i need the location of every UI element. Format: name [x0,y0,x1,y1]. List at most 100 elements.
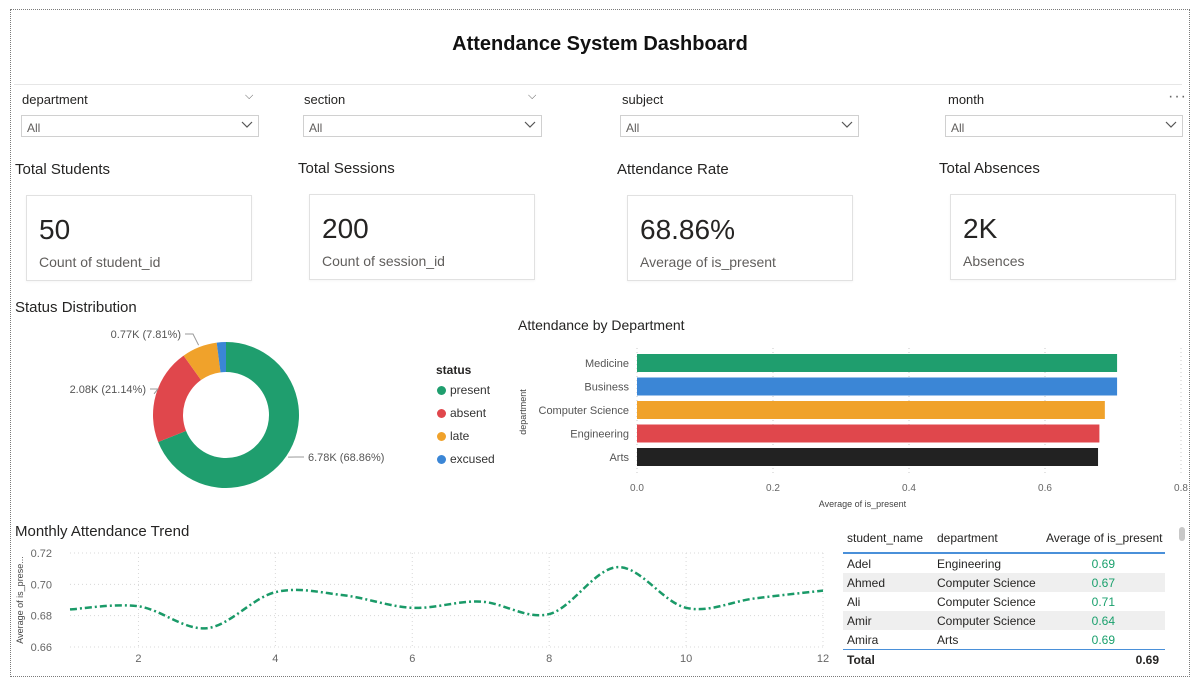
trend-series-line [69,565,824,630]
cell-average: 0.71 [1091,594,1115,609]
legend-item-late[interactable]: late [437,429,469,443]
filter-month-value: All [951,121,965,135]
department-bar-chart: 0.0 0.2 0.4 0.6 0.8 Medicine Business Computer … [518,348,1188,509]
bar-engineering [637,424,1100,443]
x-tick-label: 0.8 [1174,483,1188,494]
kpi-total-sessions-card[interactable]: 200 Count of session_id [309,194,535,280]
filter-section-label: section [304,92,346,107]
filter-subject-dropdown[interactable]: All [620,115,859,137]
y-tick-label: Medicine [585,358,629,370]
filter-section-collapse-icon[interactable]: ⌵ [528,90,537,102]
filter-department-collapse-icon[interactable]: ⌵ [245,90,254,102]
table-header-average-is-present[interactable]: Average of is_present [1042,524,1165,554]
cell-average: 0.69 [1091,556,1115,571]
kpi-total-absences-title: Total Absences [939,160,1040,177]
table-header-department[interactable]: department [933,524,1042,554]
x-tick-label: 0.2 [766,483,780,494]
cell-department: Arts [937,632,959,647]
table-row[interactable]: Amira Arts 0.69 [843,630,1165,650]
cell-student-name: Adel [847,556,872,571]
y-axis-title: department [518,389,528,435]
legend-label-present: present [450,383,491,397]
cell-department: Computer Science [933,573,1042,592]
filter-section-dropdown[interactable]: All [303,115,542,137]
x-tick-label: 10 [680,653,692,665]
x-axis-title: Average of is_present [819,499,907,509]
donut-slice-absent [153,355,202,442]
table-scrollbar[interactable] [1179,527,1185,541]
kpi-attendance-rate-value: 68.86% [640,214,735,245]
kpi-total-students-card[interactable]: 50 Count of student_id [26,195,252,281]
y-tick-label: 0.70 [31,579,52,591]
kpi-total-students-value: 50 [39,214,71,245]
status-legend-title: status [436,363,472,377]
kpi-total-students-subtitle: Count of student_id [39,254,161,270]
bar-business [637,377,1118,396]
total-label: Total [843,649,933,670]
more-options-icon[interactable]: ··· [1168,88,1187,105]
table-row[interactable]: Adel Engineering 0.69 [843,553,1165,573]
y-tick-label: Computer Science [539,405,630,417]
donut-data-label: 2.08K (21.14%) [70,384,146,396]
y-axis-title: Average of is_prese... [15,556,25,643]
donut-slice-late [183,342,221,381]
page-title: Attendance System Dashboard [452,33,748,55]
kpi-attendance-rate-card[interactable]: 68.86% Average of is_present [627,195,853,281]
total-value: 0.69 [1042,649,1165,670]
legend-item-excused[interactable]: excused [437,452,495,466]
table-row[interactable]: Ahmed Computer Science 0.67 [843,573,1165,592]
table-row[interactable]: Ali Computer Science 0.71 [843,592,1165,611]
y-tick-label: 0.72 [31,548,52,560]
legend-label-late: late [450,429,470,443]
x-tick-label: 0.6 [1038,483,1052,494]
legend-label-excused: excused [450,452,495,466]
kpi-total-absences-value: 2K [963,213,998,244]
bar-arts [637,448,1099,466]
legend-item-absent[interactable]: absent [437,406,486,420]
status-chart-title: Status Distribution [15,299,137,316]
x-tick-label: 0.0 [630,483,644,494]
cell-student-name: Amira [847,632,879,647]
chevron-down-icon [1164,119,1178,134]
donut-data-label: 0.77K (7.81%) [111,329,181,341]
table-row[interactable]: Amir Computer Science 0.64 [843,611,1165,630]
legend-dot-present [437,385,446,395]
donut-leader-line [185,333,200,346]
donut-data-label: 6.78K (68.86%) [308,452,384,464]
chevron-down-icon [240,119,254,134]
filter-month-dropdown[interactable]: All [945,115,1183,137]
x-tick-label: 6 [409,653,415,665]
donut-leader-line [150,388,160,395]
cell-student-name: Ahmed [843,573,933,592]
kpi-total-absences-card[interactable]: 2K Absences [950,194,1176,280]
kpi-attendance-rate-title: Attendance Rate [617,161,729,178]
cell-student-name: Ali [847,594,861,609]
trend-chart-title: Monthly Attendance Trend [15,523,190,540]
header-divider [14,84,1182,85]
cell-department: Computer Science [937,594,1036,609]
x-tick-label: 4 [272,653,278,665]
x-tick-label: 2 [135,653,141,665]
table-total-row: Total 0.69 [843,649,1165,670]
filter-subject-label: subject [622,92,664,107]
filter-month-label: month [948,92,985,107]
filter-department-label: department [22,92,88,107]
cell-student-name: Amir [843,611,933,630]
filter-department-dropdown[interactable]: All [21,115,259,137]
kpi-total-sessions-title: Total Sessions [298,160,395,177]
filter-department-value: All [27,121,41,135]
status-donut-chart: 6.78K (68.86%) 2.08K (21.14%) 0.77K (7.81%… [70,329,384,488]
kpi-total-students-title: Total Students [15,161,111,178]
y-tick-label: Business [584,382,629,394]
cell-average: 0.64 [1042,611,1165,630]
dept-chart-title: Attendance by Department [518,317,685,333]
cell-average: 0.69 [1091,632,1115,647]
dashboard-frame [10,9,1190,677]
cell-average: 0.67 [1042,573,1165,592]
table-header-student-name[interactable]: student_name [843,524,933,554]
legend-item-present[interactable]: present [437,383,490,397]
bar-computer-science [637,401,1105,419]
x-tick-label: 8 [546,653,552,665]
legend-dot-late [437,431,446,441]
y-tick-label: Arts [609,452,629,464]
